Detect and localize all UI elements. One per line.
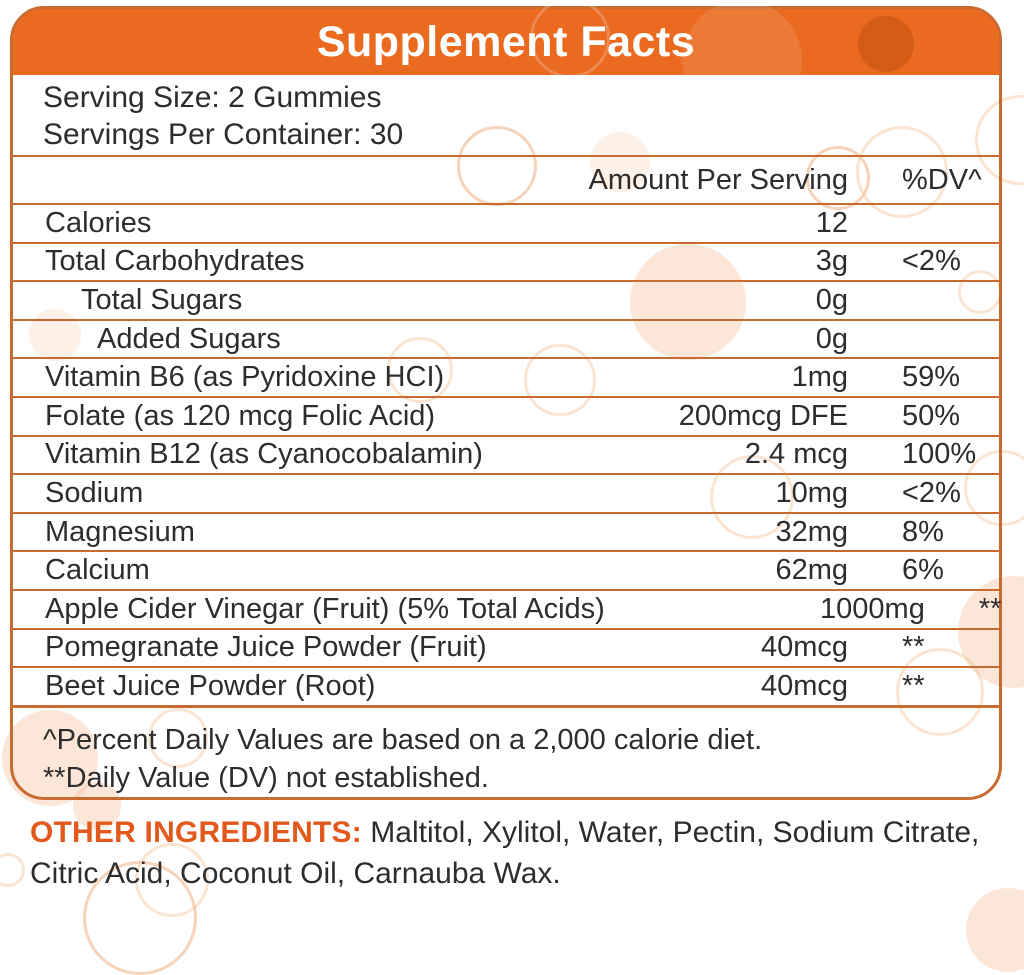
nutrient-amount: 1000mg: [820, 592, 925, 625]
table-row: Vitamin B6 (as Pyridoxine HCI) 1mg 59%: [13, 357, 999, 396]
nutrient-dv: 50%: [902, 399, 961, 432]
nutrient-dv: 100%: [902, 438, 977, 471]
decorative-bubble: [966, 888, 1024, 972]
nutrient-dv: 59%: [902, 361, 961, 394]
nutrient-amount: 2.4 mcg: [744, 438, 848, 471]
nutrient-amount: 0g: [815, 283, 848, 316]
table-header-row: Amount Per Serving %DV^: [13, 157, 999, 203]
table-row: Calories 12: [13, 203, 999, 242]
nutrient-dv: <2%: [902, 476, 961, 509]
nutrient-name: Total Sugars: [81, 283, 243, 316]
nutrient-amount: 0g: [815, 322, 848, 355]
table-row: Magnesium 32mg 8%: [13, 511, 999, 551]
supplement-facts-panel: Supplement Facts Serving Size: 2 Gummies…: [10, 6, 1002, 800]
other-ingredients-label: OTHER INGREDIENTS:: [30, 816, 362, 849]
table-row: Sodium 10mg <2%: [13, 473, 999, 512]
nutrient-dv: **: [978, 592, 1002, 625]
other-ingredients: OTHER INGREDIENTS: Maltitol, Xylitol, Wa…: [30, 812, 1012, 894]
nutrient-name: Apple Cider Vinegar (Fruit) (5% Total Ac…: [45, 592, 605, 625]
nutrient-dv: 6%: [902, 554, 944, 587]
table-row: Pomegranate Juice Powder (Fruit) 40mcg *…: [13, 627, 999, 667]
footnotes: ^Percent Daily Values are based on a 2,0…: [13, 704, 999, 797]
decorative-bubble: [0, 853, 25, 887]
table-row: Total Carbohydrates 3g <2%: [13, 241, 999, 281]
nutrient-name: Pomegranate Juice Powder (Fruit): [45, 631, 487, 664]
table-row: Folate (as 120 mcg Folic Acid) 200mcg DF…: [13, 395, 999, 435]
nutrient-amount: 32mg: [775, 515, 848, 548]
percent-dv-header: %DV^: [902, 163, 982, 196]
nutrient-name: Sodium: [45, 476, 144, 509]
nutrient-dv: **: [902, 631, 925, 664]
table-row: Total Sugars 0g: [13, 280, 999, 319]
amount-per-serving-header: Amount Per Serving: [588, 163, 848, 196]
nutrient-amount: 200mcg DFE: [678, 399, 848, 432]
nutrient-amount: 3g: [815, 245, 848, 278]
nutrient-dv: **: [902, 669, 925, 702]
nutrient-name: Vitamin B6 (as Pyridoxine HCI): [45, 361, 445, 394]
serving-info: Serving Size: 2 Gummies Servings Per Con…: [13, 75, 999, 157]
panel-title: Supplement Facts: [13, 9, 999, 75]
table-row: Calcium 62mg 6%: [13, 550, 999, 589]
nutrient-name: Added Sugars: [97, 322, 281, 355]
table-row: Apple Cider Vinegar (Fruit) (5% Total Ac…: [13, 588, 1001, 628]
nutrient-amount: 10mg: [775, 476, 848, 509]
nutrient-amount: 12: [815, 206, 848, 239]
nutrient-name: Calories: [45, 206, 152, 239]
nutrient-amount: 40mcg: [760, 669, 848, 702]
nutrient-name: Folate (as 120 mcg Folic Acid): [45, 399, 436, 432]
other-ingredients-text: Maltitol, Xylitol, Water, Pectin, Sodium…: [30, 816, 980, 890]
nutrient-name: Total Carbohydrates: [45, 245, 305, 278]
footnote-percent-dv: ^Percent Daily Values are based on a 2,0…: [43, 723, 763, 756]
nutrient-amount: 1mg: [791, 361, 848, 394]
footnote-dv-not-established: **Daily Value (DV) not established.: [43, 761, 489, 794]
table-row: Added Sugars 0g: [13, 318, 999, 358]
nutrient-name: Calcium: [45, 554, 150, 587]
serving-size: Serving Size: 2 Gummies: [43, 81, 382, 114]
table-row: Beet Juice Powder (Root) 40mcg **: [13, 666, 999, 705]
servings-per-container: Servings Per Container: 30: [43, 118, 404, 151]
nutrient-amount: 62mg: [775, 554, 848, 587]
nutrient-dv: 8%: [902, 515, 944, 548]
table-row: Vitamin B12 (as Cyanocobalamin) 2.4 mcg …: [13, 434, 999, 474]
nutrient-amount: 40mcg: [760, 631, 848, 664]
nutrient-name: Vitamin B12 (as Cyanocobalamin): [45, 438, 483, 471]
nutrient-dv: <2%: [902, 245, 961, 278]
nutrient-name: Beet Juice Powder (Root): [45, 669, 376, 702]
nutrient-name: Magnesium: [45, 515, 195, 548]
